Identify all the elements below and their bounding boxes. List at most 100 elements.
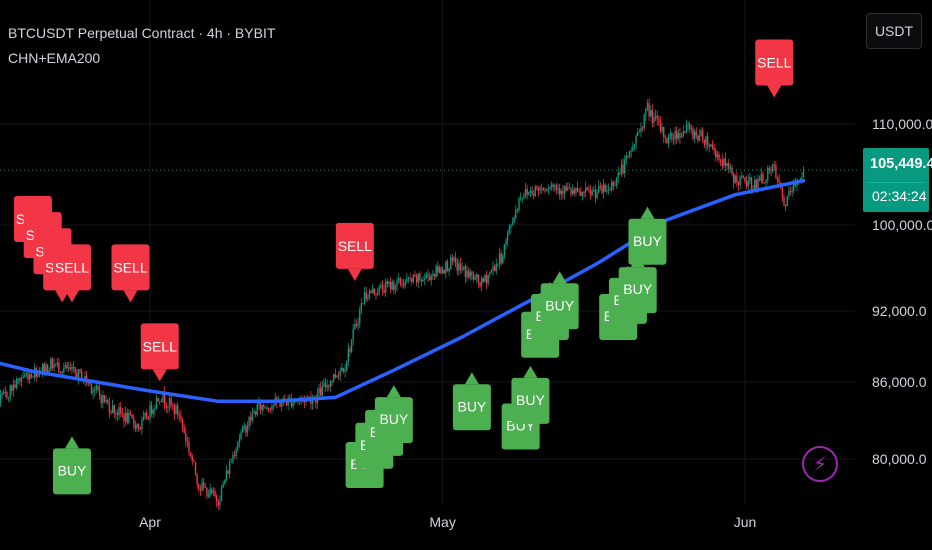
sell-signal: SELL <box>52 244 91 303</box>
candle-body <box>386 281 389 284</box>
candle-body <box>469 272 471 277</box>
candle-body <box>490 270 493 273</box>
buy-label-pointer <box>552 271 567 284</box>
candle-body <box>687 124 689 126</box>
candle-body <box>347 348 350 363</box>
candle-body <box>718 154 720 160</box>
candle-body <box>251 413 254 421</box>
candle-body <box>492 266 494 271</box>
candle-body <box>547 189 549 191</box>
lightning-bolt-icon[interactable]: ⚡︎ <box>802 446 838 482</box>
candle-body <box>672 138 675 140</box>
candle-body <box>163 392 166 405</box>
candle-body <box>24 374 26 377</box>
candle-body <box>46 364 49 373</box>
candle-body <box>651 110 654 123</box>
candle-body <box>515 209 517 218</box>
candle-body <box>6 391 8 398</box>
candle-body <box>56 362 59 365</box>
candle-body <box>391 282 393 290</box>
candle-body <box>372 288 374 294</box>
candle-body <box>17 378 20 380</box>
candle-body <box>435 265 437 277</box>
sell-label-pointer <box>767 85 782 98</box>
candle-body <box>724 158 727 166</box>
buy-label-text: BUY <box>545 297 574 313</box>
candle-body <box>729 167 732 169</box>
candle-body <box>92 390 94 393</box>
candle-body <box>479 282 481 287</box>
candle-body <box>144 413 146 417</box>
candle-body <box>451 257 454 261</box>
candle-body <box>549 187 551 190</box>
candle-body <box>152 409 154 414</box>
candle-body <box>45 364 47 372</box>
candle-body <box>445 261 447 274</box>
candle-body <box>467 270 470 277</box>
candle-body <box>264 407 267 409</box>
candle-body <box>89 382 91 385</box>
candle-body <box>77 369 80 380</box>
candle-body <box>183 426 185 433</box>
candle-body <box>666 138 668 144</box>
candle-body <box>227 470 229 475</box>
candle-body <box>745 181 748 187</box>
candle-body <box>123 414 125 422</box>
candle-body <box>341 367 343 372</box>
candle-body <box>95 385 98 390</box>
candle-body <box>765 180 767 183</box>
candle-body <box>168 398 171 407</box>
candle-body <box>331 380 333 382</box>
candle-body <box>573 189 576 194</box>
candle-body <box>755 179 758 189</box>
candle-body <box>656 115 658 120</box>
candle-body <box>763 182 766 184</box>
candle-body <box>225 470 228 481</box>
candle-body <box>531 191 533 195</box>
candle-body <box>493 266 496 272</box>
candle-body <box>789 190 792 192</box>
candle-body <box>376 293 379 295</box>
candle-body <box>708 145 710 147</box>
candle-body <box>354 324 356 330</box>
candle-body <box>149 404 151 419</box>
candle-body <box>643 114 645 129</box>
candle-body <box>534 186 536 196</box>
candle-body <box>424 278 426 280</box>
candle-body <box>7 397 10 399</box>
candle-body <box>27 373 29 380</box>
price-axis[interactable]: 110,000.0 100,000.0 92,000.0 86,000.0 80,000… <box>872 116 932 467</box>
candle-body <box>428 276 431 281</box>
candle-body <box>581 191 584 196</box>
candle-body <box>526 189 528 195</box>
candle-body <box>441 269 444 274</box>
candle-body <box>513 217 515 223</box>
candle-body <box>570 187 572 195</box>
candle-body <box>98 390 101 396</box>
candle-body <box>425 274 428 279</box>
candle-body <box>589 189 592 196</box>
indicator-legend[interactable]: CHN+EMA200 <box>8 50 101 66</box>
candle-body <box>461 268 463 270</box>
buy-signal: BUY <box>452 372 491 431</box>
currency-button[interactable]: USDT <box>866 13 922 49</box>
candle-body <box>170 398 172 405</box>
candle-body <box>365 292 367 299</box>
candle-body <box>212 491 215 494</box>
candle-body <box>711 144 714 148</box>
last-price-tag: 105,449.4 02:34:24 <box>863 148 932 212</box>
candle-body <box>776 177 779 180</box>
candle-body <box>715 150 717 158</box>
candle-body <box>667 136 670 144</box>
candle-body <box>319 388 322 396</box>
sell-label-text: SELL <box>143 338 177 354</box>
candle-body <box>214 491 216 497</box>
candle-body <box>290 398 293 407</box>
candle-body <box>202 482 205 488</box>
time-axis[interactable]: Apr May Jun <box>139 514 756 530</box>
sell-label-box <box>140 323 179 370</box>
candle-body <box>357 323 359 326</box>
time-tick-label: May <box>429 514 455 530</box>
candle-body <box>334 374 337 378</box>
